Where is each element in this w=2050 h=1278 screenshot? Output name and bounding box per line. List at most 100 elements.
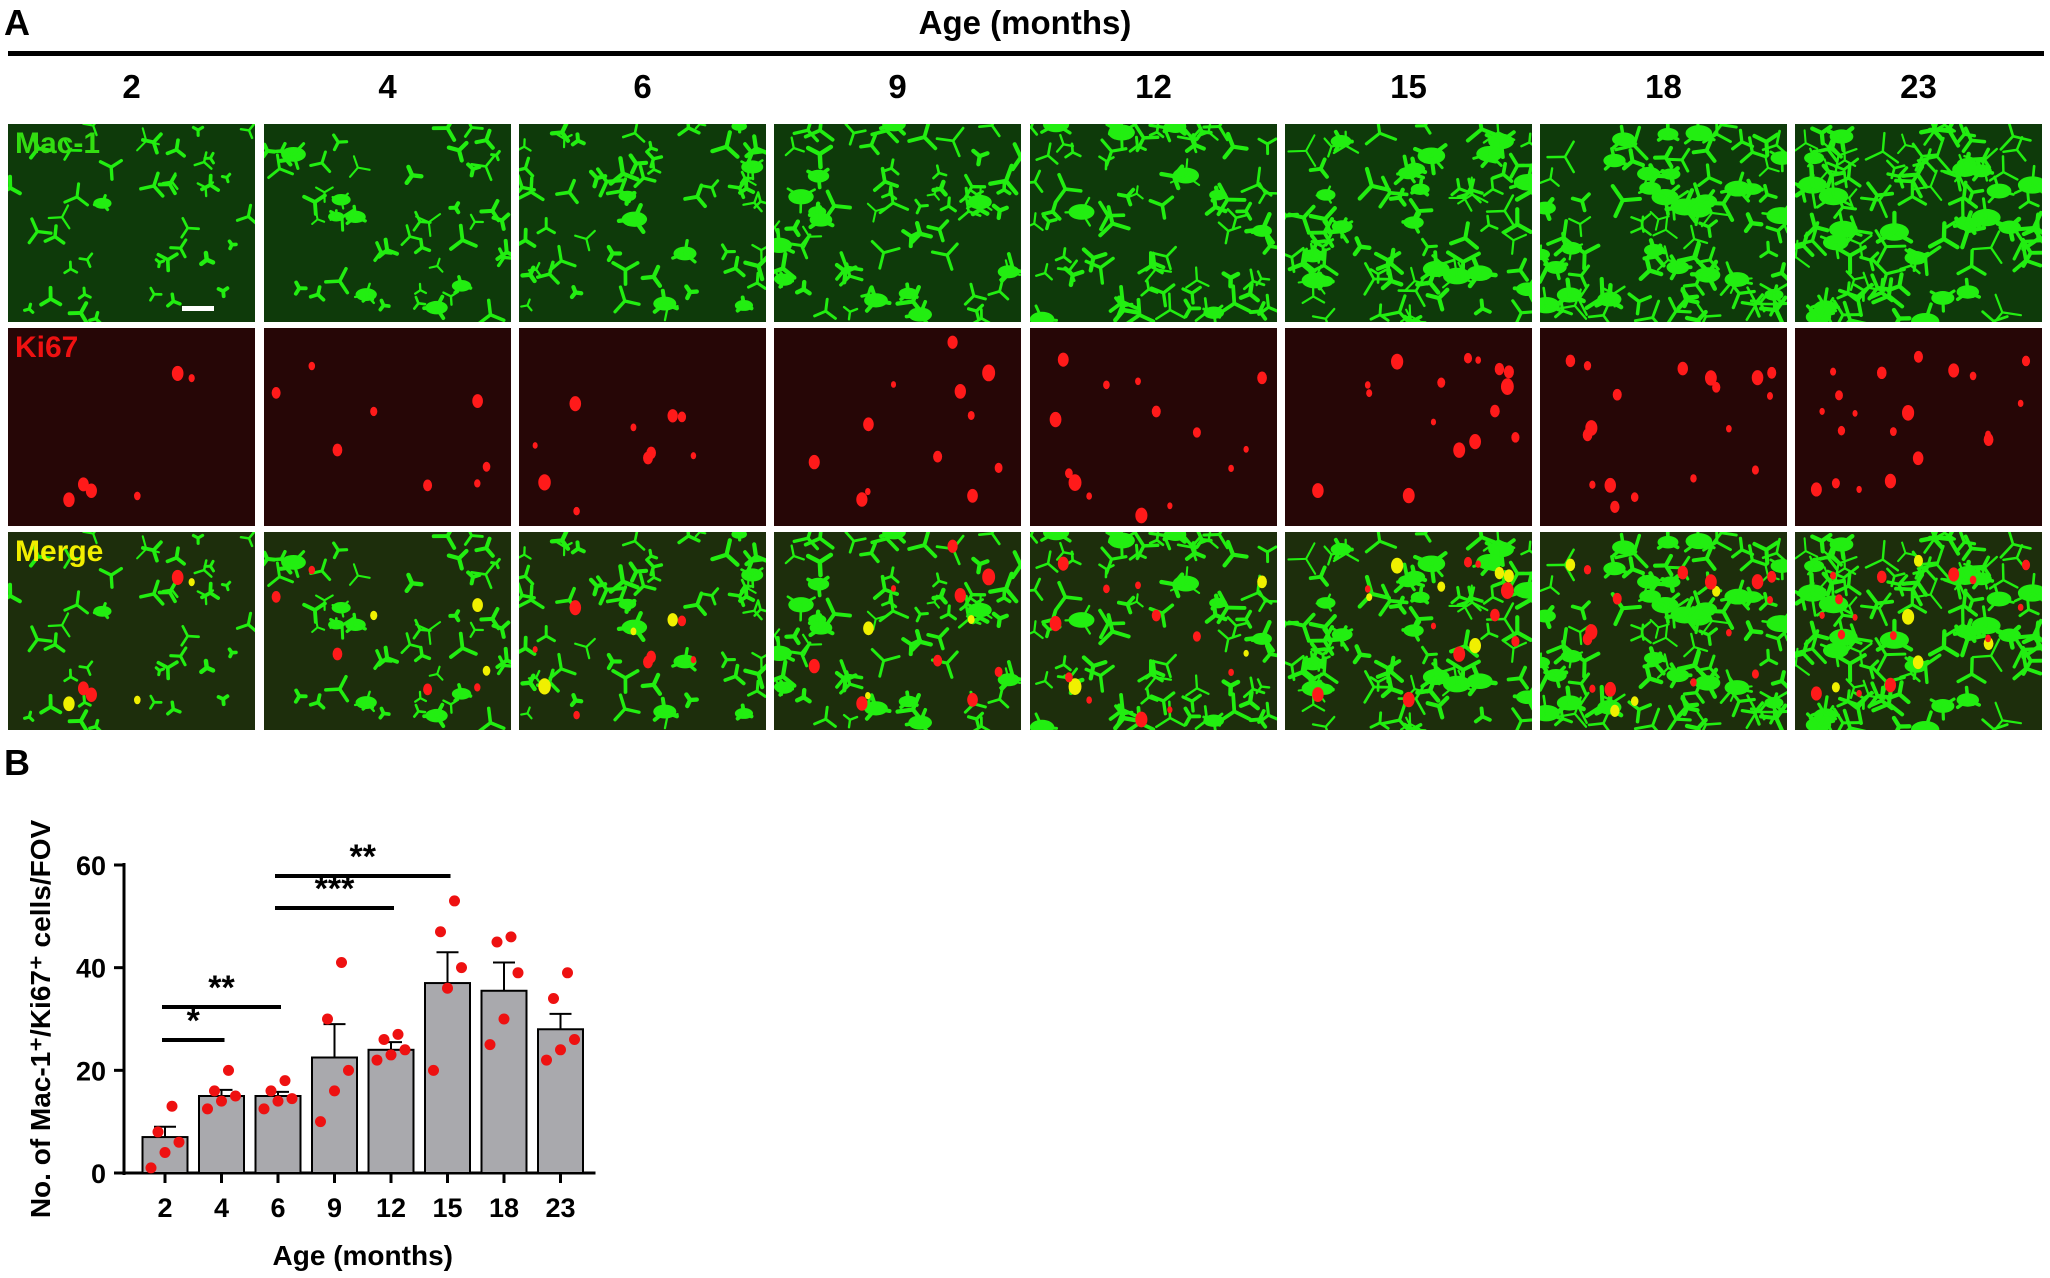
data-point xyxy=(315,1116,326,1128)
age-column-label: 2 xyxy=(122,68,141,105)
age-column-label: 12 xyxy=(1135,68,1172,105)
bar-age-15 xyxy=(424,982,471,1174)
x-tick-label: 23 xyxy=(545,1193,575,1223)
micrograph-merge-age-12 xyxy=(1030,532,1277,730)
micrograph-red-age-2: Ki67 xyxy=(8,328,255,526)
micrograph-green-age-2: Mac-1 xyxy=(8,124,255,322)
data-point xyxy=(286,1093,298,1105)
data-point xyxy=(209,1085,220,1097)
data-point xyxy=(202,1103,213,1115)
micrograph-red-age-18 xyxy=(1540,328,1787,526)
significance-label: * xyxy=(187,1002,201,1040)
row-label-merge: Merge xyxy=(15,535,104,568)
micrograph-green-age-15 xyxy=(1285,124,1532,322)
data-point xyxy=(230,1090,241,1102)
micrograph-merge-age-15 xyxy=(1285,532,1532,730)
bar-age-12 xyxy=(367,1048,415,1175)
data-point xyxy=(223,1064,234,1076)
data-point xyxy=(484,1039,496,1051)
panel-b-letter: B xyxy=(4,742,30,783)
x-tick-label: 12 xyxy=(376,1193,406,1223)
micrograph-green-age-6 xyxy=(519,124,766,322)
data-point xyxy=(456,962,467,974)
micrograph-green-age-18 xyxy=(1540,124,1787,322)
y-tick-label: 40 xyxy=(76,954,106,984)
age-column-label: 9 xyxy=(888,68,907,105)
significance-label: ** xyxy=(208,969,235,1007)
micrograph-green-age-9 xyxy=(774,124,1021,322)
age-column-label: 6 xyxy=(633,68,652,105)
x-tick-label: 18 xyxy=(489,1193,519,1223)
x-tick-label: 6 xyxy=(270,1193,285,1223)
data-point xyxy=(562,967,573,979)
data-point xyxy=(336,957,347,969)
y-tick-label: 60 xyxy=(76,851,106,881)
micrograph-merge-age-18 xyxy=(1540,532,1787,730)
age-column-label: 23 xyxy=(1900,68,1937,105)
micrograph-red-age-12 xyxy=(1030,328,1277,526)
data-point xyxy=(216,1095,227,1107)
micrograph-merge-age-6 xyxy=(519,532,766,730)
data-point xyxy=(555,1044,566,1056)
data-point xyxy=(152,1126,164,1138)
micrograph-red-age-6 xyxy=(519,328,766,526)
data-point xyxy=(512,967,524,979)
data-point xyxy=(145,1162,157,1174)
row-label-green: Mac-1 xyxy=(15,127,101,160)
panel-a-letter: A xyxy=(4,2,30,43)
scale-bar xyxy=(182,306,214,311)
header-rule xyxy=(8,51,2044,56)
micrograph-green-age-12 xyxy=(1030,124,1277,322)
micrograph-merge-age-4 xyxy=(264,532,511,730)
data-point xyxy=(279,1075,291,1087)
age-column-label: 4 xyxy=(378,68,397,105)
data-point xyxy=(449,895,460,907)
data-point xyxy=(159,1146,171,1158)
micrograph-red-age-4 xyxy=(264,328,511,526)
data-point xyxy=(173,1136,185,1148)
y-tick-label: 20 xyxy=(76,1056,106,1086)
age-column-label: 15 xyxy=(1390,68,1427,105)
x-tick-label: 4 xyxy=(214,1193,229,1223)
data-point xyxy=(435,926,446,938)
micrograph-red-age-15 xyxy=(1285,328,1532,526)
age-header: Age (months) xyxy=(918,4,1132,41)
data-point xyxy=(378,1034,390,1046)
micrograph-red-age-23 xyxy=(1795,328,2042,526)
data-point xyxy=(442,982,453,994)
data-point xyxy=(399,1044,411,1056)
data-point xyxy=(428,1064,439,1076)
x-tick-label: 9 xyxy=(327,1193,342,1223)
micrograph-green-age-23 xyxy=(1795,124,2042,322)
data-point xyxy=(569,1034,580,1046)
y-tick-label: 0 xyxy=(91,1159,106,1189)
x-axis-title: Age (months) xyxy=(273,1240,453,1271)
micrograph-merge-age-9 xyxy=(774,532,1021,730)
data-point xyxy=(505,931,517,943)
significance-label: ** xyxy=(350,838,377,876)
data-point xyxy=(385,1049,397,1061)
row-label-red: Ki67 xyxy=(15,331,79,364)
data-point xyxy=(265,1085,277,1097)
data-point xyxy=(258,1103,270,1115)
data-point xyxy=(343,1064,354,1076)
data-point xyxy=(272,1095,284,1107)
y-axis-title: No. of Mac-1⁺/Ki67⁺ cells/FOV xyxy=(25,820,56,1219)
data-point xyxy=(491,936,503,948)
micrograph-green-age-4 xyxy=(264,124,511,322)
micrograph-red-age-9 xyxy=(774,328,1021,526)
data-point xyxy=(392,1028,404,1040)
data-point xyxy=(166,1100,178,1112)
x-tick-label: 15 xyxy=(432,1193,462,1223)
data-point xyxy=(371,1054,383,1066)
bar-age-9 xyxy=(311,1056,358,1174)
data-point xyxy=(548,992,559,1004)
data-point xyxy=(329,1085,340,1097)
age-column-label: 18 xyxy=(1645,68,1682,105)
x-tick-label: 2 xyxy=(157,1193,172,1223)
data-point xyxy=(498,1013,510,1025)
data-point xyxy=(541,1054,552,1066)
micrograph-merge-age-2: Merge xyxy=(8,532,255,730)
micrograph-merge-age-23 xyxy=(1795,532,2042,730)
